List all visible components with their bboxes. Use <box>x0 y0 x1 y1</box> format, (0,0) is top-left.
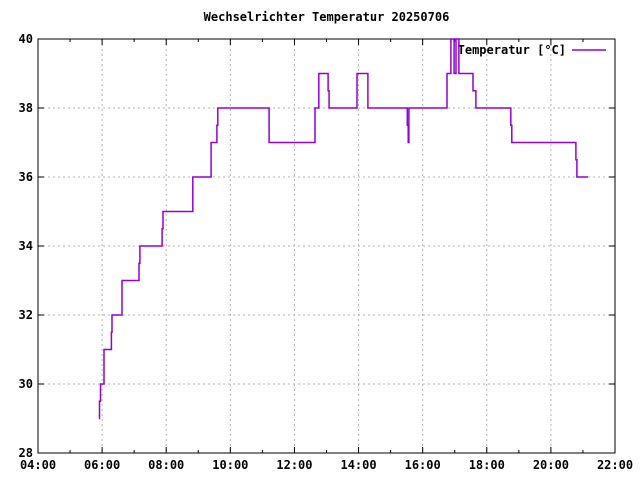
legend-label: Temperatur [°C] <box>458 43 566 57</box>
x-tick-label: 18:00 <box>469 458 505 472</box>
x-tick-label: 22:00 <box>597 458 633 472</box>
x-tick-label: 10:00 <box>212 458 248 472</box>
x-tick-label: 06:00 <box>84 458 120 472</box>
x-tick-label: 14:00 <box>340 458 376 472</box>
y-tick-label: 32 <box>19 308 33 322</box>
temperature-line <box>98 38 589 420</box>
y-tick-label: 34 <box>19 239 33 253</box>
y-tick-label: 38 <box>19 101 33 115</box>
chart-title: Wechselrichter Temperatur 20250706 <box>203 10 450 24</box>
x-tick-label: 04:00 <box>20 458 56 472</box>
x-tick-label: 08:00 <box>148 458 184 472</box>
y-tick-label: 36 <box>19 170 33 184</box>
y-tick-label: 40 <box>19 32 33 46</box>
x-tick-label: 16:00 <box>405 458 441 472</box>
y-tick-label: 28 <box>19 446 33 460</box>
x-tick-label: 20:00 <box>533 458 569 472</box>
y-tick-label: 30 <box>19 377 33 391</box>
x-tick-label: 12:00 <box>276 458 312 472</box>
